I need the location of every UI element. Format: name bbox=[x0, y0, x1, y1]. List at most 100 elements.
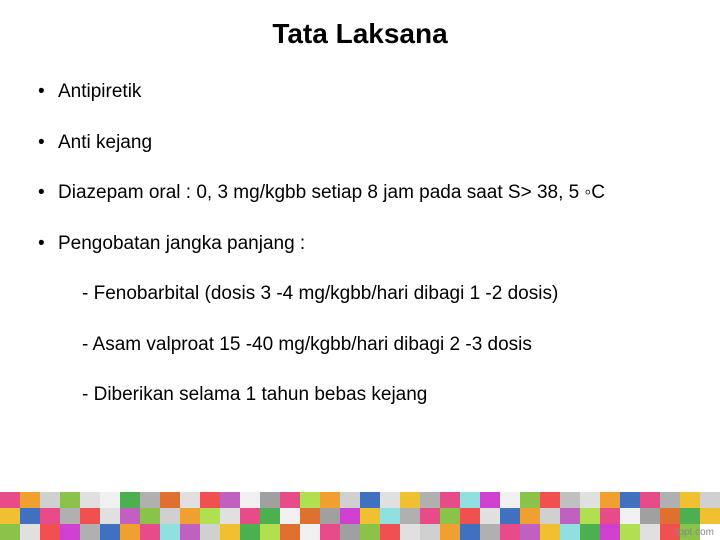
mosaic-cell bbox=[580, 524, 600, 540]
mosaic-cell bbox=[660, 492, 680, 508]
sub-item: - Fenobarbital (dosis 3 -4 mg/kgbb/hari … bbox=[82, 280, 686, 309]
mosaic-cell bbox=[200, 508, 220, 524]
mosaic-cell bbox=[260, 508, 280, 524]
mosaic-cell bbox=[200, 492, 220, 508]
mosaic-cell bbox=[220, 508, 240, 524]
mosaic-cell bbox=[60, 524, 80, 540]
mosaic-cell bbox=[700, 508, 720, 524]
slide: Tata Laksana Antipiretik Anti kejang Dia… bbox=[0, 0, 720, 540]
sub-list: - Fenobarbital (dosis 3 -4 mg/kgbb/hari … bbox=[58, 280, 686, 410]
mosaic-cell bbox=[120, 524, 140, 540]
mosaic-cell bbox=[80, 492, 100, 508]
footer-mosaic bbox=[0, 492, 720, 540]
mosaic-cell bbox=[500, 492, 520, 508]
mosaic-cell bbox=[600, 492, 620, 508]
mosaic-cell bbox=[360, 524, 380, 540]
mosaic-cell bbox=[0, 508, 20, 524]
mosaic-cell bbox=[520, 508, 540, 524]
mosaic-cell bbox=[300, 508, 320, 524]
bullet-text: Pengobatan jangka panjang : bbox=[58, 233, 305, 254]
mosaic-cell bbox=[280, 492, 300, 508]
mosaic-cell bbox=[600, 524, 620, 540]
mosaic-cell bbox=[540, 492, 560, 508]
mosaic-cell bbox=[260, 492, 280, 508]
mosaic-cell bbox=[580, 508, 600, 524]
mosaic-cell bbox=[640, 524, 660, 540]
mosaic-cell bbox=[200, 524, 220, 540]
mosaic-cell bbox=[320, 508, 340, 524]
mosaic-cell bbox=[80, 524, 100, 540]
mosaic-cell bbox=[140, 524, 160, 540]
sub-item: - Diberikan selama 1 tahun bebas kejang bbox=[82, 381, 686, 410]
mosaic-cell bbox=[0, 492, 20, 508]
mosaic-cell bbox=[400, 524, 420, 540]
bullet-item: Antipiretik bbox=[34, 78, 686, 107]
mosaic-cell bbox=[700, 492, 720, 508]
mosaic-cell bbox=[660, 508, 680, 524]
mosaic-cell bbox=[440, 524, 460, 540]
mosaic-cell bbox=[640, 492, 660, 508]
bullet-text: Diazepam oral : 0, 3 mg/kgbb setiap 8 ja… bbox=[58, 182, 605, 203]
mosaic-cell bbox=[140, 508, 160, 524]
slide-content: Antipiretik Anti kejang Diazepam oral : … bbox=[0, 58, 720, 410]
mosaic-cell bbox=[120, 492, 140, 508]
bullet-item: Diazepam oral : 0, 3 mg/kgbb setiap 8 ja… bbox=[34, 179, 686, 208]
mosaic-cell bbox=[440, 492, 460, 508]
mosaic-cell bbox=[220, 492, 240, 508]
mosaic-cell bbox=[520, 524, 540, 540]
mosaic-cell bbox=[160, 492, 180, 508]
mosaic-cell bbox=[140, 492, 160, 508]
mosaic-cell bbox=[280, 524, 300, 540]
mosaic-cell bbox=[500, 508, 520, 524]
mosaic-cell bbox=[500, 524, 520, 540]
mosaic-cell bbox=[540, 524, 560, 540]
bullet-item: Pengobatan jangka panjang : - Fenobarbit… bbox=[34, 230, 686, 410]
mosaic-cell bbox=[400, 492, 420, 508]
bullet-list: Antipiretik Anti kejang Diazepam oral : … bbox=[34, 78, 686, 410]
mosaic-cell bbox=[40, 492, 60, 508]
mosaic-cell bbox=[380, 508, 400, 524]
mosaic-cell bbox=[360, 492, 380, 508]
mosaic-cell bbox=[580, 492, 600, 508]
mosaic-cell bbox=[100, 508, 120, 524]
mosaic-cell bbox=[220, 524, 240, 540]
mosaic-cell bbox=[460, 524, 480, 540]
mosaic-cell bbox=[260, 524, 280, 540]
mosaic-cell bbox=[180, 508, 200, 524]
mosaic-cell bbox=[540, 508, 560, 524]
mosaic-cell bbox=[620, 524, 640, 540]
mosaic-cell bbox=[100, 492, 120, 508]
mosaic-cell bbox=[340, 524, 360, 540]
bullet-text: Antipiretik bbox=[58, 81, 141, 102]
mosaic-cell bbox=[420, 492, 440, 508]
mosaic-cell bbox=[480, 492, 500, 508]
mosaic-cell bbox=[300, 492, 320, 508]
bullet-text: Anti kejang bbox=[58, 132, 152, 153]
mosaic-cell bbox=[380, 492, 400, 508]
mosaic-cell bbox=[240, 524, 260, 540]
mosaic-cell bbox=[360, 508, 380, 524]
mosaic-cell bbox=[420, 508, 440, 524]
mosaic-cell bbox=[120, 508, 140, 524]
mosaic-cell bbox=[560, 508, 580, 524]
mosaic-cell bbox=[680, 492, 700, 508]
mosaic-cell bbox=[0, 524, 20, 540]
mosaic-cell bbox=[20, 492, 40, 508]
mosaic-cell bbox=[560, 492, 580, 508]
mosaic-cell bbox=[600, 508, 620, 524]
sub-item: - Asam valproat 15 -40 mg/kgbb/hari diba… bbox=[82, 331, 686, 360]
mosaic-cell bbox=[80, 508, 100, 524]
mosaic-cell bbox=[20, 508, 40, 524]
slide-title: Tata Laksana bbox=[0, 0, 720, 58]
mosaic-cell bbox=[180, 492, 200, 508]
mosaic-cell bbox=[320, 524, 340, 540]
mosaic-cell bbox=[460, 492, 480, 508]
mosaic-cell bbox=[680, 508, 700, 524]
mosaic-cell bbox=[620, 508, 640, 524]
mosaic-cell bbox=[400, 508, 420, 524]
mosaic-cell bbox=[160, 524, 180, 540]
bullet-item: Anti kejang bbox=[34, 129, 686, 158]
mosaic-cell bbox=[300, 524, 320, 540]
mosaic-cell bbox=[180, 524, 200, 540]
mosaic-cell bbox=[240, 492, 260, 508]
